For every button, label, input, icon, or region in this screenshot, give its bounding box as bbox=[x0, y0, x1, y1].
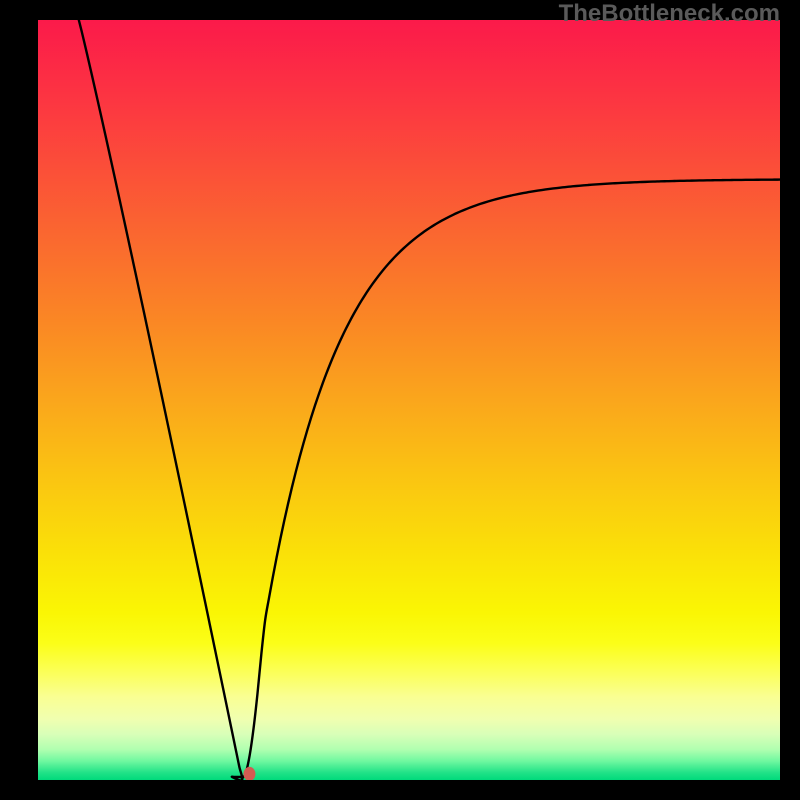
gradient-background bbox=[38, 20, 780, 780]
watermark-text: TheBottleneck.com bbox=[559, 0, 780, 28]
plot-area bbox=[38, 20, 780, 780]
chart-container: TheBottleneck.com bbox=[0, 0, 800, 800]
plot-svg bbox=[38, 20, 780, 780]
